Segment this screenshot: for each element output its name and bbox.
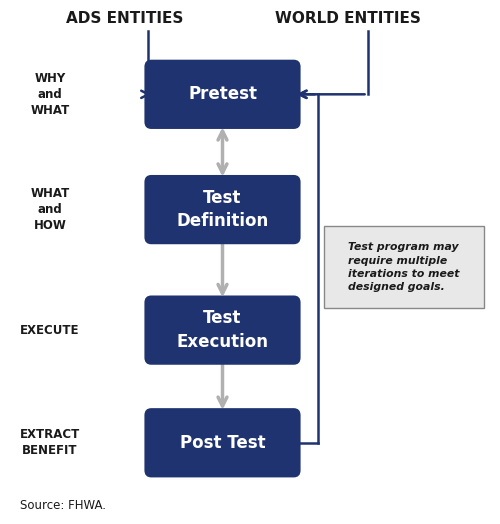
FancyBboxPatch shape	[145, 409, 300, 477]
Text: Test
Execution: Test Execution	[176, 309, 268, 351]
Text: Post Test: Post Test	[180, 434, 266, 452]
Text: WHAT
and
HOW: WHAT and HOW	[30, 187, 70, 232]
Text: ADS ENTITIES: ADS ENTITIES	[66, 11, 184, 26]
FancyBboxPatch shape	[145, 61, 300, 128]
Text: Test
Definition: Test Definition	[176, 189, 268, 231]
Text: Pretest: Pretest	[188, 85, 257, 103]
Text: WHY
and
WHAT: WHY and WHAT	[30, 72, 70, 117]
Text: Source: FHWA.: Source: FHWA.	[20, 499, 106, 512]
FancyBboxPatch shape	[145, 176, 300, 243]
Text: WORLD ENTITIES: WORLD ENTITIES	[274, 11, 420, 26]
Text: EXECUTE: EXECUTE	[20, 324, 80, 336]
Text: Test program may
require multiple
iterations to meet
designed goals.: Test program may require multiple iterat…	[348, 243, 460, 292]
FancyBboxPatch shape	[324, 226, 484, 308]
FancyBboxPatch shape	[145, 297, 300, 364]
Text: EXTRACT
BENEFIT: EXTRACT BENEFIT	[20, 428, 80, 457]
